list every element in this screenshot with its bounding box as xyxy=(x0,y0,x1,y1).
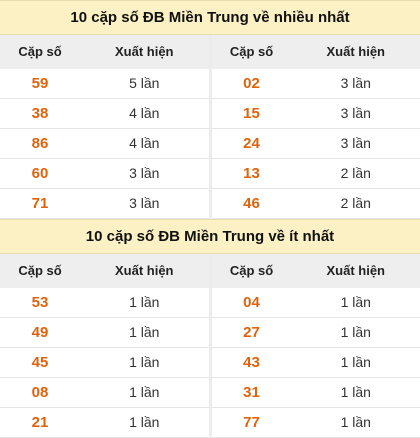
pair-number: 38 xyxy=(0,99,80,128)
occurrence-count: 1 lần xyxy=(80,318,209,347)
occurrence-count: 4 lần xyxy=(80,129,209,158)
occurrence-count: 5 lần xyxy=(80,69,209,98)
header-pair: Cặp số xyxy=(212,254,292,288)
occurrence-count: 1 lần xyxy=(80,378,209,407)
occurrence-count: 3 lần xyxy=(292,99,420,128)
table-header: Cặp số Xuất hiện xyxy=(0,35,209,69)
occurrence-count: 1 lần xyxy=(292,408,420,437)
occurrence-count: 1 lần xyxy=(292,348,420,377)
occurrence-count: 1 lần xyxy=(80,348,209,377)
most-frequent-section: 10 cặp số ĐB Miền Trung về nhiều nhất Cặ… xyxy=(0,0,420,219)
pair-number: 86 xyxy=(0,129,80,158)
pair-number: 31 xyxy=(212,378,292,407)
section-title: 10 cặp số ĐB Miền Trung về ít nhất xyxy=(0,219,420,254)
table-header: Cặp số Xuất hiện xyxy=(212,254,420,288)
pair-number: 21 xyxy=(0,408,80,437)
pair-number: 04 xyxy=(212,288,292,317)
pair-number: 24 xyxy=(212,129,292,158)
pair-number: 43 xyxy=(212,348,292,377)
pair-number: 60 xyxy=(0,159,80,188)
occurrence-count: 1 lần xyxy=(292,288,420,317)
occurrence-count: 2 lần xyxy=(292,159,420,188)
table-header: Cặp số Xuất hiện xyxy=(212,35,420,69)
pair-number: 15 xyxy=(212,99,292,128)
pair-number: 71 xyxy=(0,189,80,218)
occurrence-count: 1 lần xyxy=(292,378,420,407)
pair-number: 53 xyxy=(0,288,80,317)
least-frequent-section: 10 cặp số ĐB Miền Trung về ít nhất Cặp s… xyxy=(0,219,420,438)
pair-number: 46 xyxy=(212,189,292,218)
occurrence-count: 1 lần xyxy=(80,288,209,317)
header-pair: Cặp số xyxy=(0,35,80,69)
occurrence-count: 3 lần xyxy=(292,129,420,158)
section-title: 10 cặp số ĐB Miền Trung về nhiều nhất xyxy=(0,0,420,35)
pair-number: 13 xyxy=(212,159,292,188)
header-count: Xuất hiện xyxy=(80,254,209,288)
header-count: Xuất hiện xyxy=(292,35,420,69)
occurrence-count: 3 lần xyxy=(292,69,420,98)
occurrence-count: 3 lần xyxy=(80,159,209,188)
occurrence-count: 1 lần xyxy=(292,318,420,347)
pair-number: 49 xyxy=(0,318,80,347)
occurrence-count: 3 lần xyxy=(80,189,209,218)
occurrence-count: 1 lần xyxy=(80,408,209,437)
pair-number: 77 xyxy=(212,408,292,437)
header-count: Xuất hiện xyxy=(292,254,420,288)
header-pair: Cặp số xyxy=(212,35,292,69)
pair-number: 02 xyxy=(212,69,292,98)
stats-page: 10 cặp số ĐB Miền Trung về nhiều nhất Cặ… xyxy=(0,0,420,424)
occurrence-count: 4 lần xyxy=(80,99,209,128)
pair-number: 27 xyxy=(212,318,292,347)
occurrence-count: 2 lần xyxy=(292,189,420,218)
header-count: Xuất hiện xyxy=(80,35,209,69)
pair-number: 08 xyxy=(0,378,80,407)
table-header: Cặp số Xuất hiện xyxy=(0,254,209,288)
pair-number: 45 xyxy=(0,348,80,377)
header-pair: Cặp số xyxy=(0,254,80,288)
pair-number: 59 xyxy=(0,69,80,98)
